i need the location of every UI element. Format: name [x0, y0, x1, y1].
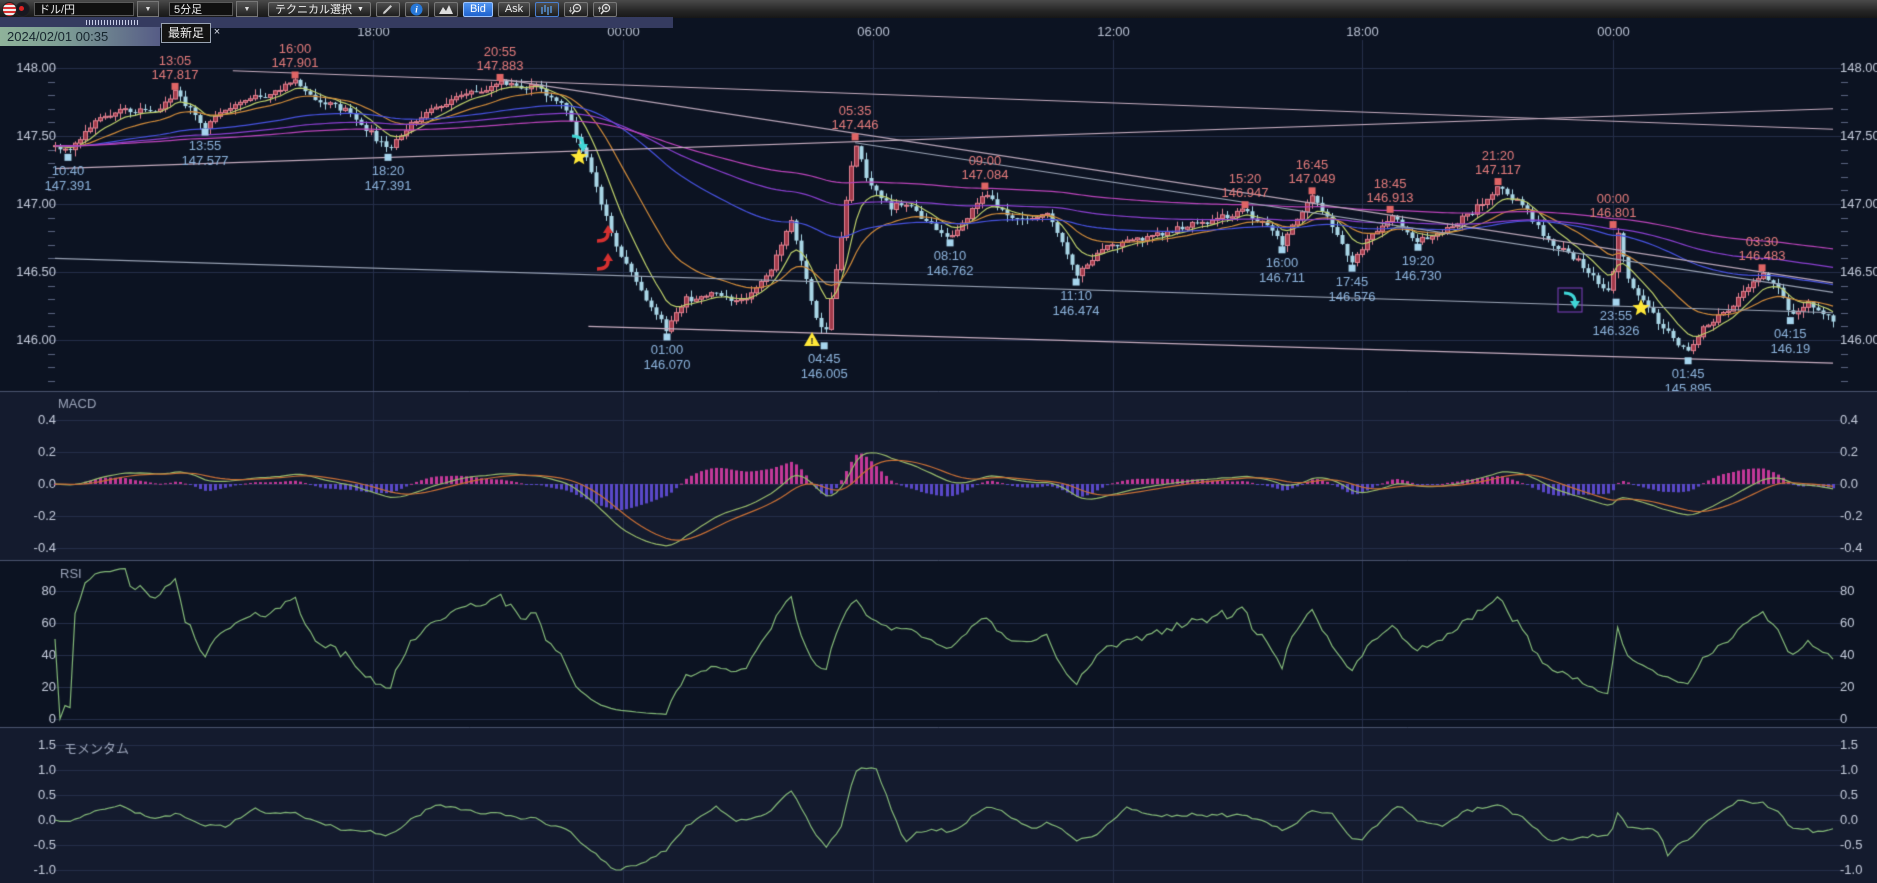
scrollbar-slider-handle[interactable]: [86, 20, 138, 25]
toolbar: ドル/円 ▼ 5分足 ▼ テクニカル選択 ▼ i Bid Ask: [0, 0, 1877, 18]
pair-select[interactable]: ドル/円: [34, 2, 134, 16]
zoom-out-icon[interactable]: [564, 1, 589, 17]
datetime-display: 2024/02/01 00:35: [0, 27, 160, 46]
usd-flag-icon: [2, 1, 17, 17]
candle-chart-icon[interactable]: [535, 1, 560, 17]
bid-button[interactable]: Bid: [462, 1, 493, 17]
chevron-down-icon: ▼: [357, 5, 364, 13]
pair-label: ドル/円: [39, 4, 76, 16]
svg-text:i: i: [416, 4, 419, 14]
jpy-flag-icon: [15, 1, 30, 17]
info-icon[interactable]: i: [404, 1, 429, 17]
timeframe-label: 5分足: [174, 4, 203, 16]
timeframe-select[interactable]: 5分足: [169, 2, 233, 16]
currency-pair-flags-icon: [2, 1, 32, 17]
zoom-in-icon[interactable]: [593, 1, 618, 17]
chart-scrollbar-strip[interactable]: [0, 17, 673, 28]
technical-select-button[interactable]: テクニカル選択 ▼: [268, 1, 371, 17]
price-chart-canvas[interactable]: [0, 18, 1877, 883]
pencil-icon[interactable]: [375, 1, 400, 17]
latest-candle-tab[interactable]: 最新足: [161, 23, 212, 43]
tab-close-button[interactable]: ×: [213, 26, 221, 38]
ask-button[interactable]: Ask: [497, 1, 531, 17]
pair-dropdown-button[interactable]: ▼: [137, 1, 159, 17]
mountain-chart-icon[interactable]: [433, 1, 458, 17]
timeframe-dropdown-button[interactable]: ▼: [236, 1, 258, 17]
